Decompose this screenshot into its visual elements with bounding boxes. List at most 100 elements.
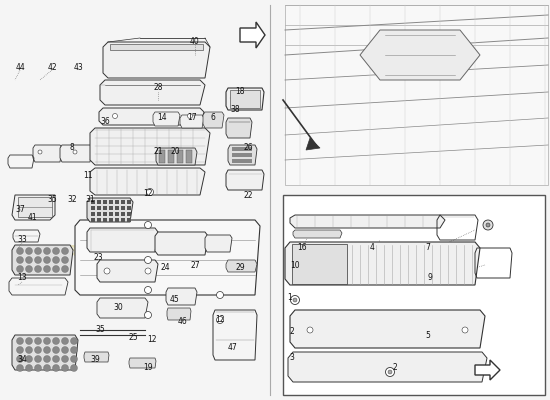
Text: 12: 12 xyxy=(143,188,153,198)
Text: 39: 39 xyxy=(90,356,100,364)
Bar xyxy=(232,147,252,151)
Polygon shape xyxy=(99,108,204,125)
Polygon shape xyxy=(97,260,158,282)
Text: 34: 34 xyxy=(17,356,27,364)
Bar xyxy=(97,212,101,216)
Circle shape xyxy=(25,364,32,372)
Circle shape xyxy=(62,256,69,264)
Polygon shape xyxy=(240,22,265,48)
Polygon shape xyxy=(360,30,480,80)
Polygon shape xyxy=(226,88,264,110)
Bar xyxy=(103,200,107,204)
Circle shape xyxy=(386,368,394,376)
Circle shape xyxy=(25,266,32,272)
Bar xyxy=(121,206,125,210)
Polygon shape xyxy=(285,5,548,185)
Text: 24: 24 xyxy=(160,264,170,272)
Text: 6: 6 xyxy=(211,112,216,122)
Polygon shape xyxy=(226,260,257,272)
Polygon shape xyxy=(156,148,197,165)
Text: 1: 1 xyxy=(288,294,293,302)
Circle shape xyxy=(104,268,110,274)
Bar xyxy=(232,159,252,163)
Circle shape xyxy=(35,248,41,254)
Text: 40: 40 xyxy=(190,38,200,46)
Bar xyxy=(121,218,125,222)
Circle shape xyxy=(16,248,24,254)
Text: 8: 8 xyxy=(70,144,74,152)
Circle shape xyxy=(293,298,297,302)
Circle shape xyxy=(217,316,223,324)
Text: 23: 23 xyxy=(93,254,103,262)
Circle shape xyxy=(16,266,24,272)
Circle shape xyxy=(43,256,51,264)
Text: 10: 10 xyxy=(290,260,300,270)
Text: 35: 35 xyxy=(47,196,57,204)
Text: 5: 5 xyxy=(426,330,431,340)
Circle shape xyxy=(52,248,59,254)
Circle shape xyxy=(38,150,42,154)
Bar xyxy=(127,206,131,210)
Circle shape xyxy=(145,286,151,294)
Circle shape xyxy=(62,338,69,344)
Circle shape xyxy=(70,364,78,372)
Circle shape xyxy=(145,256,151,264)
Polygon shape xyxy=(75,220,260,295)
Text: autodoc.info: autodoc.info xyxy=(331,270,469,290)
Text: 20: 20 xyxy=(170,148,180,156)
Circle shape xyxy=(25,356,32,362)
Bar xyxy=(127,200,131,204)
Text: 3: 3 xyxy=(289,354,294,362)
Text: 21: 21 xyxy=(153,148,163,156)
Bar xyxy=(127,218,131,222)
Circle shape xyxy=(145,222,151,228)
Circle shape xyxy=(16,346,24,354)
Text: 33: 33 xyxy=(17,236,27,244)
Text: 27: 27 xyxy=(190,260,200,270)
Bar xyxy=(159,150,165,163)
Bar xyxy=(97,200,101,204)
Circle shape xyxy=(483,220,493,230)
Circle shape xyxy=(70,338,78,344)
Bar xyxy=(230,90,260,108)
Polygon shape xyxy=(290,215,445,228)
Polygon shape xyxy=(228,145,257,165)
Bar xyxy=(127,212,131,216)
Circle shape xyxy=(52,256,59,264)
Circle shape xyxy=(188,114,192,118)
Bar xyxy=(103,206,107,210)
Bar xyxy=(97,206,101,210)
Circle shape xyxy=(43,346,51,354)
Circle shape xyxy=(62,346,69,354)
Polygon shape xyxy=(33,145,62,162)
Text: 35: 35 xyxy=(95,326,105,334)
Bar xyxy=(168,150,174,163)
Circle shape xyxy=(52,266,59,272)
Polygon shape xyxy=(180,115,204,128)
Text: 43: 43 xyxy=(73,64,83,72)
Bar xyxy=(121,212,125,216)
Circle shape xyxy=(25,256,32,264)
Circle shape xyxy=(25,346,32,354)
Text: 38: 38 xyxy=(230,106,240,114)
Bar xyxy=(121,200,125,204)
Circle shape xyxy=(486,223,490,227)
Polygon shape xyxy=(226,170,264,190)
Polygon shape xyxy=(285,242,480,285)
Polygon shape xyxy=(288,352,487,382)
Circle shape xyxy=(62,266,69,272)
Polygon shape xyxy=(293,230,342,238)
Bar xyxy=(115,200,119,204)
Circle shape xyxy=(52,356,59,362)
Text: 4: 4 xyxy=(370,244,375,252)
Bar xyxy=(97,218,101,222)
Text: 12: 12 xyxy=(215,316,225,324)
Text: 26: 26 xyxy=(243,144,253,152)
Text: 29: 29 xyxy=(235,264,245,272)
Circle shape xyxy=(35,266,41,272)
Circle shape xyxy=(73,150,77,154)
Polygon shape xyxy=(12,335,78,370)
Circle shape xyxy=(35,256,41,264)
Bar xyxy=(115,206,119,210)
Circle shape xyxy=(145,268,151,274)
